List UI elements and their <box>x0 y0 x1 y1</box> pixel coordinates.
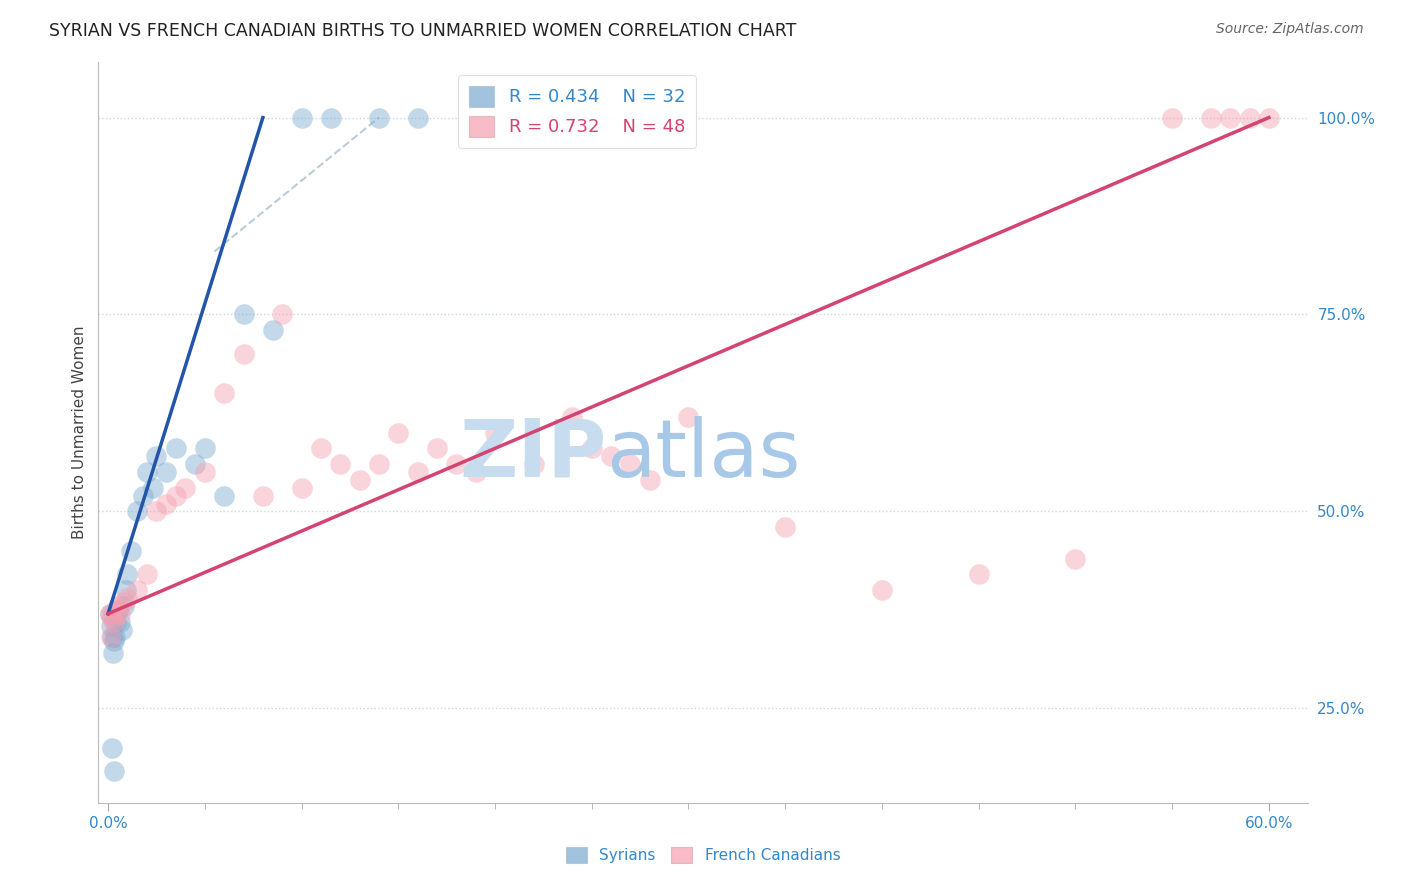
Point <box>600 449 623 463</box>
Point <box>619 457 641 471</box>
Point <box>117 591 139 605</box>
Point <box>184 457 207 471</box>
Point <box>108 607 131 621</box>
Point <box>145 449 167 463</box>
Point <box>484 425 506 440</box>
Point <box>368 457 391 471</box>
Point <box>290 481 312 495</box>
Point <box>212 489 235 503</box>
Text: Source: ZipAtlas.com: Source: ZipAtlas.com <box>1216 22 1364 37</box>
Point <box>870 583 893 598</box>
Point <box>387 425 409 440</box>
Point <box>165 442 187 456</box>
Point <box>142 481 165 495</box>
Point <box>232 308 254 322</box>
Point <box>112 595 135 609</box>
Point <box>101 646 124 660</box>
Point <box>581 442 603 456</box>
Point <box>100 618 122 632</box>
Point <box>319 111 342 125</box>
Y-axis label: Births to Unmarried Women: Births to Unmarried Women <box>72 326 87 540</box>
Point <box>271 308 294 322</box>
Point <box>368 111 391 125</box>
Point <box>132 489 155 503</box>
Point <box>561 409 583 424</box>
Point <box>155 496 177 510</box>
Point <box>100 631 122 645</box>
Point <box>1064 551 1087 566</box>
Point <box>155 465 177 479</box>
Point <box>290 111 312 125</box>
Point <box>104 603 127 617</box>
Point <box>464 465 486 479</box>
Text: SYRIAN VS FRENCH CANADIAN BIRTHS TO UNMARRIED WOMEN CORRELATION CHART: SYRIAN VS FRENCH CANADIAN BIRTHS TO UNMA… <box>49 22 797 40</box>
Point <box>107 599 129 613</box>
Point <box>773 520 796 534</box>
Point <box>174 481 197 495</box>
Point <box>103 634 125 648</box>
Point <box>98 607 121 621</box>
Point <box>638 473 661 487</box>
Point <box>101 740 124 755</box>
Text: ZIP: ZIP <box>458 416 606 494</box>
Point <box>107 603 129 617</box>
Point <box>446 457 468 471</box>
Point <box>117 567 139 582</box>
Point <box>101 607 124 621</box>
Point <box>108 615 131 629</box>
Point <box>194 465 217 479</box>
Point <box>309 442 332 456</box>
Point <box>103 615 125 629</box>
Point <box>114 583 136 598</box>
Point <box>111 623 134 637</box>
Point <box>101 610 124 624</box>
Text: atlas: atlas <box>606 416 800 494</box>
Point <box>678 409 700 424</box>
Point <box>1239 111 1261 125</box>
Point <box>1199 111 1222 125</box>
Point <box>262 323 284 337</box>
Point <box>232 347 254 361</box>
Point <box>329 457 352 471</box>
Point <box>104 631 127 645</box>
Point <box>1219 111 1241 125</box>
Point <box>212 386 235 401</box>
Point <box>406 111 429 125</box>
Point <box>349 473 371 487</box>
Point <box>967 567 990 582</box>
Point <box>426 442 449 456</box>
Point <box>103 764 125 779</box>
Point <box>145 504 167 518</box>
Point <box>1257 111 1279 125</box>
Legend: Syrians, French Canadians: Syrians, French Canadians <box>560 841 846 869</box>
Point <box>98 607 121 621</box>
Point <box>135 465 157 479</box>
Point <box>1161 111 1184 125</box>
Point <box>135 567 157 582</box>
Point <box>101 631 124 645</box>
Point <box>194 442 217 456</box>
Point <box>165 489 187 503</box>
Point <box>127 583 149 598</box>
Point <box>127 504 149 518</box>
Point <box>523 457 546 471</box>
Point <box>112 599 135 613</box>
Point <box>120 543 142 558</box>
Point <box>104 615 127 629</box>
Point <box>252 489 274 503</box>
Point <box>406 465 429 479</box>
